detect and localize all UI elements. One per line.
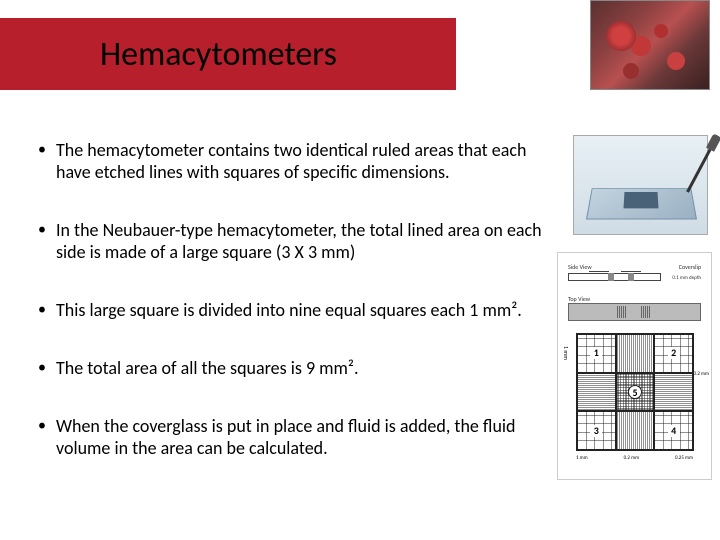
side-view-bar: [568, 273, 661, 281]
grid-cell-2: 2: [654, 334, 693, 373]
grid-cell: [654, 373, 693, 412]
slide-counting-chamber: [623, 192, 658, 208]
title-bar: Hemacytometers: [0, 18, 456, 90]
grid-cell: [577, 373, 616, 412]
pipette-icon: [686, 147, 712, 193]
bullet-3: This large square is divided into nine e…: [38, 300, 558, 322]
bullet-list: The hemacytometer contains two identical…: [38, 140, 558, 496]
top-view-label: Top View: [568, 295, 590, 303]
dim-bottom-row: 1 mm 0.2 mm 0.25 mm: [576, 455, 693, 467]
dim-right-label: 0.2 mm: [694, 371, 709, 377]
bullet-5: When the coverglass is put in place and …: [38, 416, 558, 460]
grid-cell-1: 1: [577, 334, 616, 373]
bullet-1: The hemacytometer contains two identical…: [38, 140, 558, 184]
grid-cell: [616, 411, 655, 450]
grid-cell-3: 3: [577, 411, 616, 450]
neubauer-diagram: Side View Coverslip 0.1 mm depth Top Vie…: [557, 252, 712, 480]
top-view-body: [568, 303, 701, 321]
dim-left-label: 1 mm: [562, 333, 570, 373]
diagram-top-view: Top View: [568, 295, 701, 325]
grid-cell: [616, 334, 655, 373]
diagram-side-view: Side View Coverslip 0.1 mm depth: [568, 263, 701, 287]
side-view-notch: [628, 273, 634, 281]
side-view-label: Side View: [568, 263, 592, 271]
bullet-2: In the Neubauer-type hemacytometer, the …: [38, 220, 558, 264]
side-view-notch: [608, 273, 614, 281]
depth-label: 0.1 mm depth: [672, 275, 701, 281]
grid-cell-center: 5: [616, 373, 655, 412]
bullet-4: The total area of all the squares is 9 m…: [38, 358, 558, 380]
grid-cell-4: 4: [654, 411, 693, 450]
dim-bottom-2: 0.2 mm: [624, 455, 639, 467]
dim-bottom-3: 0.25 mm: [675, 455, 693, 467]
dim-bottom-1: 1 mm: [576, 455, 588, 467]
neubauer-grid: 1 2 5 3 4: [576, 333, 694, 451]
coverslip-label: Coverslip: [679, 263, 701, 271]
blood-cells-image: [590, 0, 710, 90]
slide-title: Hemacytometers: [100, 34, 337, 75]
hemacytometer-slide-image: [573, 135, 708, 235]
